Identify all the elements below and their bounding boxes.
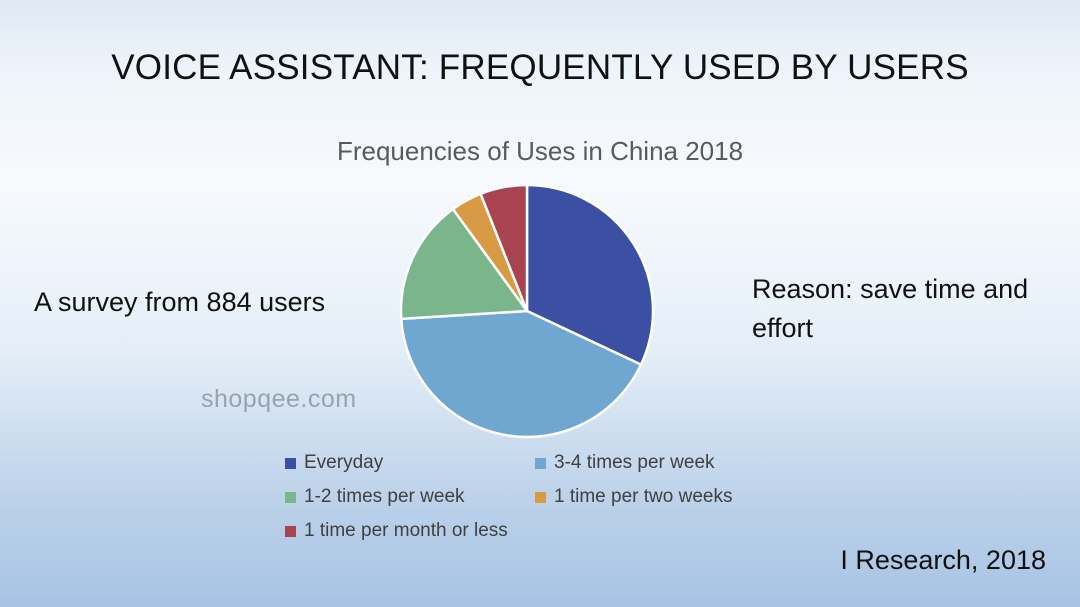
legend-swatch: [535, 491, 546, 503]
slide-title: VOICE ASSISTANT: FREQUENTLY USED BY USER…: [111, 48, 969, 87]
legend-item-1-2-times-per-week: 1-2 times per week: [285, 486, 465, 508]
legend-label: Everyday: [304, 452, 384, 473]
legend-swatch: [285, 491, 296, 503]
legend-swatch: [285, 457, 296, 469]
legend-item-1-time-per-month-or-less: 1 time per month or less: [285, 520, 508, 542]
legend-swatch: [535, 457, 546, 469]
watermark: shopqee.com: [201, 385, 357, 413]
survey-note: A survey from 884 users: [34, 287, 326, 317]
legend-item-3-4-times-per-week: 3-4 times per week: [535, 452, 715, 474]
legend-label: 1-2 times per week: [304, 486, 465, 507]
chart-title: Frequencies of Uses in China 2018: [336, 136, 744, 166]
pie-slice-1-time-per-month-or-less: [479, 183, 529, 313]
legend-swatch: [285, 525, 296, 537]
legend-label: 1 time per month or less: [304, 520, 508, 541]
pie-slice-3-4-times-per-week: [400, 309, 643, 439]
legend-item-everyday: Everyday: [285, 452, 383, 474]
source-note: I Research, 2018: [840, 545, 1046, 575]
pie-slices: [399, 183, 655, 439]
reason-note: Reason: save time and effort: [752, 274, 1029, 343]
legend-label: 3-4 times per week: [554, 452, 715, 473]
legend-item-1-time-per-two-weeks: 1 time per two weeks: [535, 486, 732, 508]
pie-slice-1-2-times-per-week: [399, 207, 529, 321]
pie-slice-everyday: [525, 183, 655, 366]
legend-label: 1 time per two weeks: [554, 486, 733, 507]
